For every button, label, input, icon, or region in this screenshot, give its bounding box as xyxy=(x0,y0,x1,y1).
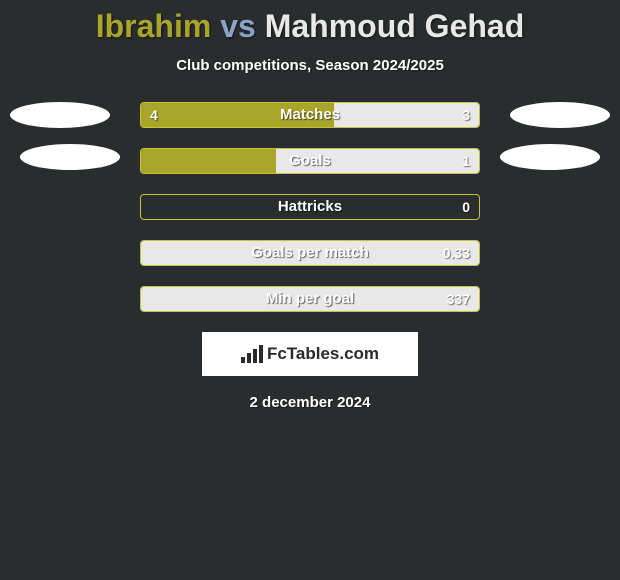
page-title: Ibrahim vs Mahmoud Gehad xyxy=(0,8,620,45)
logo-inner: FcTables.com xyxy=(241,344,379,364)
stat-row: 0.33Goals per match xyxy=(0,240,620,266)
date-line: 2 december 2024 xyxy=(0,394,620,411)
logo-badge[interactable]: FcTables.com xyxy=(202,332,418,376)
stat-row: 337Min per goal xyxy=(0,286,620,312)
bars-icon xyxy=(241,345,263,363)
stat-label: Hattricks xyxy=(0,194,620,220)
stat-label: Min per goal xyxy=(0,286,620,312)
subtitle: Club competitions, Season 2024/2025 xyxy=(0,57,620,74)
player-b-name: Mahmoud Gehad xyxy=(265,8,525,44)
stat-row: 0Hattricks xyxy=(0,194,620,220)
stat-label: Goals per match xyxy=(0,240,620,266)
vs-separator: vs xyxy=(220,8,256,44)
stat-row: 43Matches xyxy=(0,102,620,128)
stat-row: 1Goals xyxy=(0,148,620,174)
logo-text: FcTables.com xyxy=(267,344,379,364)
stats-area: 43Matches 1Goals 0Hattricks 0.33Goals per m… xyxy=(0,102,620,312)
stat-label: Matches xyxy=(0,102,620,128)
stat-label: Goals xyxy=(0,148,620,174)
title-row: Ibrahim vs Mahmoud Gehad xyxy=(0,0,620,45)
player-a-name: Ibrahim xyxy=(96,8,212,44)
